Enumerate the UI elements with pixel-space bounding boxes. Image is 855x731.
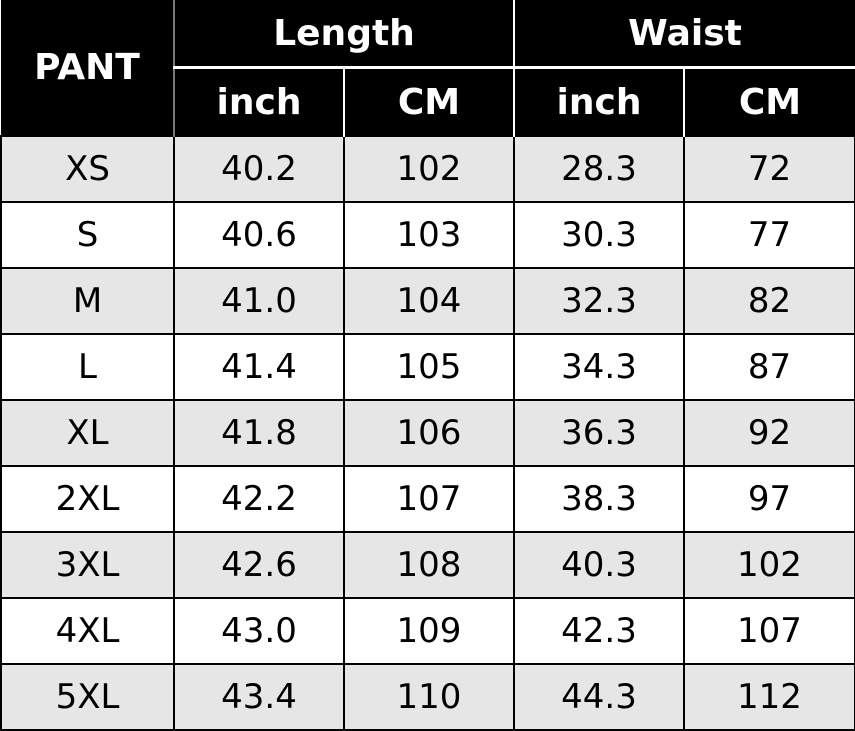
value-cell: 97	[682, 465, 855, 533]
value-cell: 43.0	[173, 597, 345, 665]
unit-header: inch	[513, 66, 684, 136]
value-cell: 112	[682, 663, 855, 731]
table-row: S 40.6 103 30.3 77	[0, 201, 855, 269]
size-cell: XL	[0, 399, 175, 467]
value-cell: 36.3	[513, 399, 685, 467]
table-row: L 41.4 105 34.3 87	[0, 333, 855, 401]
value-cell: 109	[343, 597, 515, 665]
size-cell: M	[0, 267, 175, 335]
value-cell: 41.4	[173, 333, 345, 401]
value-cell: 104	[343, 267, 515, 335]
value-cell: 103	[343, 201, 515, 269]
unit-header: CM	[343, 66, 514, 136]
value-cell: 102	[343, 135, 515, 203]
size-cell: 2XL	[0, 465, 175, 533]
value-cell: 40.2	[173, 135, 345, 203]
value-cell: 40.3	[513, 531, 685, 599]
value-cell: 38.3	[513, 465, 685, 533]
table-row: XL 41.8 106 36.3 92	[0, 399, 855, 467]
size-cell: L	[0, 333, 175, 401]
table-row: 5XL 43.4 110 44.3 112	[0, 663, 855, 731]
value-cell: 105	[343, 333, 515, 401]
value-cell: 44.3	[513, 663, 685, 731]
unit-header: inch	[174, 66, 344, 136]
size-cell: 4XL	[0, 597, 175, 665]
value-cell: 110	[343, 663, 515, 731]
value-cell: 102	[682, 531, 855, 599]
table-row: M 41.0 104 32.3 82	[0, 267, 855, 335]
value-cell: 32.3	[513, 267, 685, 335]
value-cell: 108	[343, 531, 515, 599]
value-cell: 41.8	[173, 399, 345, 467]
value-cell: 106	[343, 399, 515, 467]
value-cell: 42.6	[173, 531, 345, 599]
value-cell: 42.3	[513, 597, 685, 665]
value-cell: 82	[682, 267, 855, 335]
value-cell: 72	[682, 135, 855, 203]
value-cell: 41.0	[173, 267, 345, 335]
value-cell: 87	[682, 333, 855, 401]
value-cell: 107	[682, 597, 855, 665]
table-row: 2XL 42.2 107 38.3 97	[0, 465, 855, 533]
value-cell: 34.3	[513, 333, 685, 401]
table-row: 4XL 43.0 109 42.3 107	[0, 597, 855, 665]
value-cell: 28.3	[513, 135, 685, 203]
group-header-length: Length	[174, 0, 514, 68]
size-cell: 5XL	[0, 663, 175, 731]
group-header-waist: Waist	[512, 0, 855, 68]
table-row: XS 40.2 102 28.3 72	[0, 135, 855, 203]
size-cell: S	[0, 201, 175, 269]
unit-header: CM	[682, 66, 855, 136]
corner-header: PANT	[1, 0, 175, 136]
table-row: 3XL 42.6 108 40.3 102	[0, 531, 855, 599]
value-cell: 40.6	[173, 201, 345, 269]
size-cell: XS	[0, 135, 175, 203]
value-cell: 42.2	[173, 465, 345, 533]
size-cell: 3XL	[0, 531, 175, 599]
value-cell: 30.3	[513, 201, 685, 269]
value-cell: 107	[343, 465, 515, 533]
value-cell: 43.4	[173, 663, 345, 731]
value-cell: 77	[682, 201, 855, 269]
value-cell: 92	[682, 399, 855, 467]
